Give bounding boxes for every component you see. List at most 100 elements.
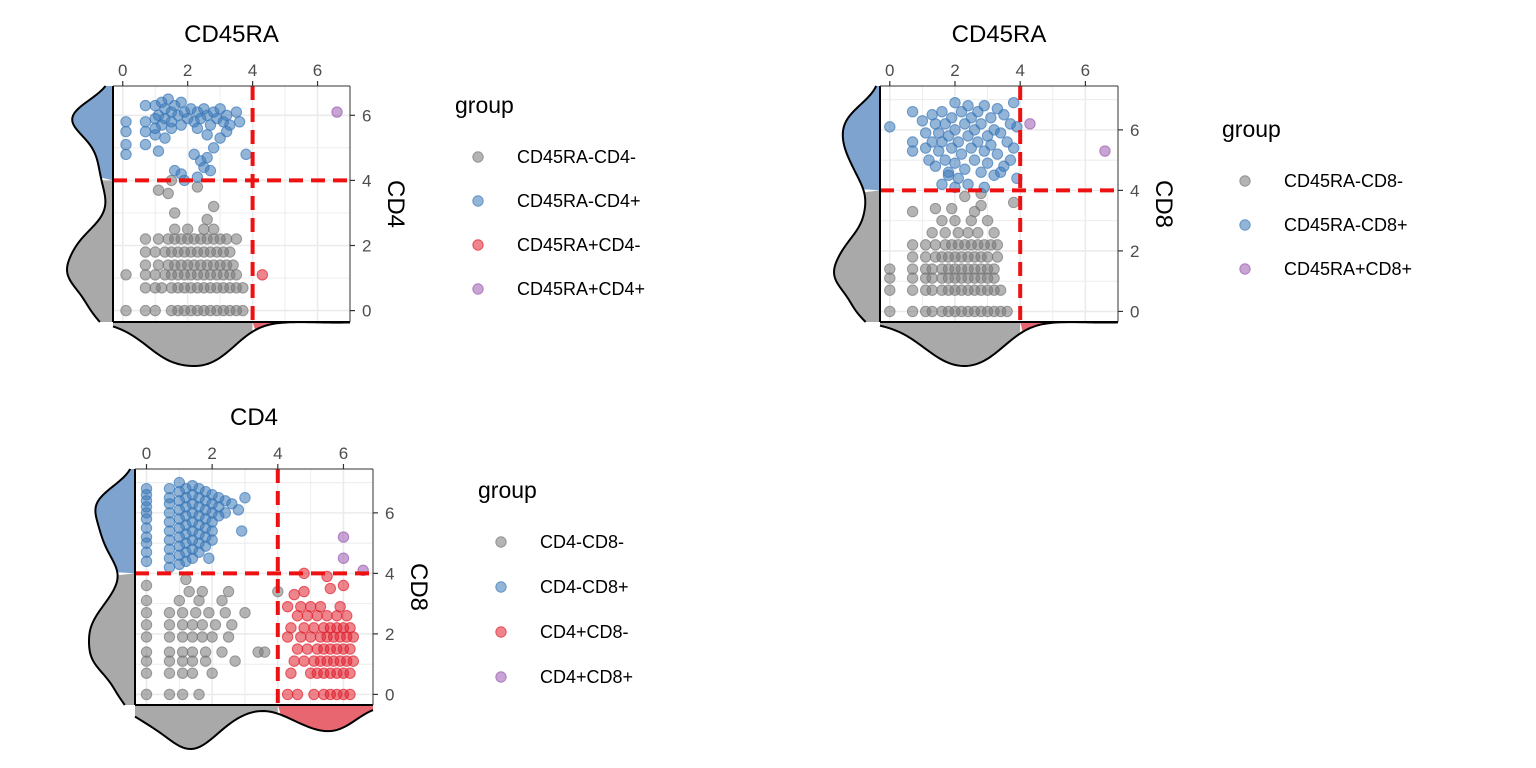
legend-label: CD4+CD8+ [540, 667, 633, 687]
data-point [946, 112, 958, 124]
data-point [120, 304, 132, 317]
data-point [926, 305, 938, 318]
data-point [347, 655, 360, 667]
data-point [240, 148, 252, 161]
data-point [919, 239, 932, 251]
data-point [949, 157, 961, 169]
legend-key [1239, 263, 1251, 275]
data-point [929, 160, 942, 172]
data-point [906, 305, 919, 318]
data-point [337, 579, 350, 592]
data-point [140, 619, 153, 631]
scatter-panel-3: 0 2 4 6 0 2 4 6 CD4 CD8 group CD4-CD8- CD4-CD8+ CD4+C… [87, 404, 633, 751]
data-point [163, 619, 176, 631]
data-point [991, 239, 1004, 251]
data-point [258, 646, 271, 658]
data-point [183, 585, 195, 598]
x-tick-label: 6 [339, 444, 348, 463]
data-point [206, 667, 218, 679]
data-point [186, 619, 199, 631]
data-point [962, 227, 974, 239]
data-point [884, 263, 896, 275]
data-point [196, 619, 208, 631]
data-point [230, 269, 243, 281]
data-point [906, 106, 919, 118]
data-point [916, 115, 929, 127]
data-point [334, 600, 346, 613]
data-point [204, 164, 217, 177]
data-point [298, 655, 310, 667]
data-point [298, 622, 310, 634]
data-point [1024, 118, 1036, 130]
data-point [939, 227, 951, 239]
legend-key [472, 283, 484, 295]
data-point [222, 631, 235, 643]
data-point [985, 139, 997, 151]
data-point [952, 136, 964, 148]
data-point [288, 588, 300, 601]
data-point [201, 129, 213, 141]
data-point [201, 151, 213, 164]
legend-key [495, 581, 507, 593]
data-point [991, 251, 1004, 263]
data-point [163, 607, 176, 619]
x-tick-label: 2 [207, 444, 216, 463]
data-point [344, 622, 356, 634]
data-point [281, 688, 294, 701]
data-point [344, 667, 356, 679]
data-point [285, 667, 297, 679]
data-point [149, 269, 161, 281]
density-y-outline [87, 468, 132, 706]
legend: group CD4-CD8- CD4-CD8+ CD4+CD8- CD4+CD8+ [478, 477, 633, 687]
y-tick-label: 2 [362, 237, 371, 256]
data-point [229, 655, 241, 667]
legend-label: CD4+CD8- [540, 622, 629, 642]
data-point [939, 154, 951, 166]
data-point [981, 214, 994, 227]
data-point [906, 205, 919, 218]
data-point [163, 667, 176, 679]
data-point [972, 136, 984, 148]
data-point [321, 610, 333, 622]
data-point [220, 233, 233, 245]
data-point [162, 187, 174, 200]
legend-title: group [478, 477, 537, 503]
data-point [1001, 305, 1013, 318]
y-tick-label: 6 [1130, 121, 1139, 140]
data-point [285, 622, 297, 634]
data-point [237, 282, 249, 294]
legend: group CD45RA-CD8- CD45RA-CD8+ CD45RA+CD8+ [1222, 116, 1412, 279]
data-point [955, 148, 968, 160]
data-point [140, 667, 153, 679]
data-point [203, 552, 215, 564]
data-point [308, 688, 320, 701]
data-point [972, 227, 984, 239]
data-point [929, 239, 942, 251]
legend-key [472, 151, 484, 163]
data-point [199, 646, 212, 658]
data-point [224, 246, 236, 258]
data-point [163, 631, 176, 643]
y-tick-label: 4 [1130, 181, 1139, 200]
legend-label: CD4-CD8+ [540, 577, 629, 597]
y-tick-label: 0 [1130, 302, 1139, 321]
data-point [304, 600, 317, 613]
legend-label: CD45RA+CD4- [517, 235, 641, 255]
density-y-negative [67, 180, 113, 322]
data-point [988, 227, 1000, 239]
data-point [344, 643, 356, 655]
data-point [991, 148, 1004, 160]
data-point [139, 259, 152, 271]
data-point [203, 607, 215, 619]
y-axis-label: CD8 [1150, 180, 1177, 228]
data-point [207, 223, 220, 235]
data-point [152, 184, 165, 196]
data-point [139, 269, 152, 281]
density-y-positive [72, 86, 113, 181]
data-point [149, 129, 161, 141]
legend-label: CD45RA-CD8- [1284, 171, 1403, 191]
data-point [906, 145, 919, 157]
data-point [139, 125, 152, 138]
data-point [155, 119, 168, 131]
data-point [988, 263, 1000, 275]
